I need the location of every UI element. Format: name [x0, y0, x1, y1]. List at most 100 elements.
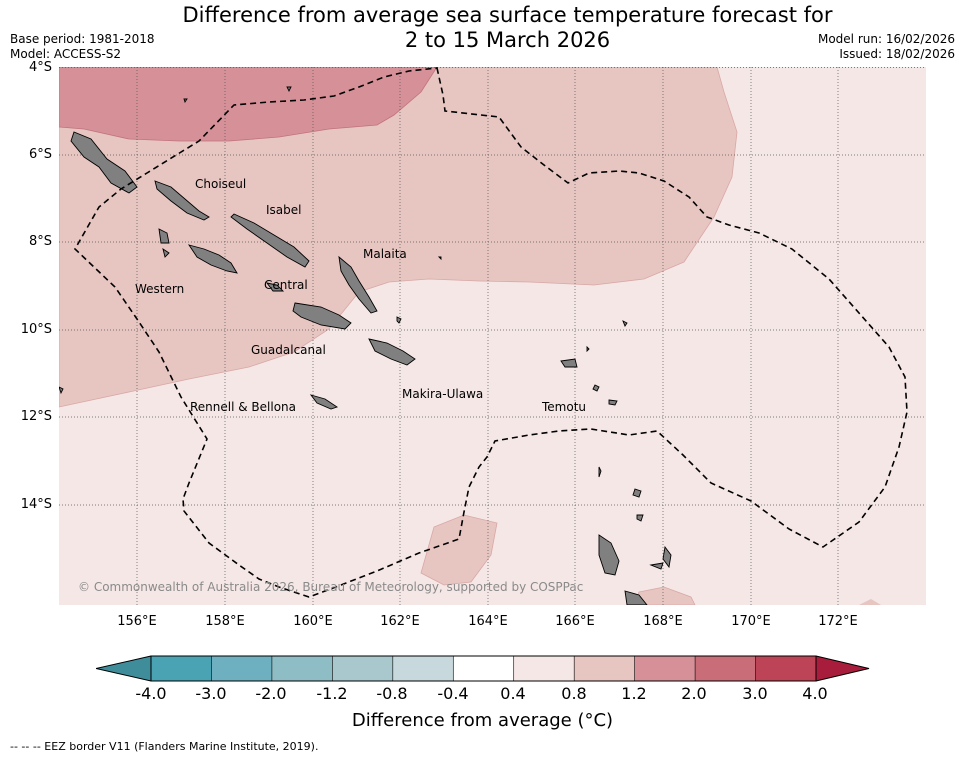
colorbar-segment	[453, 656, 515, 681]
island-ranongga	[162, 247, 170, 258]
island-north-small2	[183, 98, 188, 104]
lon-label-166e: 166°E	[555, 614, 595, 629]
island-west-edge	[59, 386, 64, 395]
island-choiseul	[154, 180, 210, 221]
island-malaita	[338, 255, 378, 314]
map-svg	[59, 67, 926, 605]
colorbar-segment	[332, 656, 394, 681]
model-name: Model: ACCESS-S2	[10, 47, 122, 61]
colorbar-tick: 1.2	[621, 684, 647, 703]
lon-label-172e: 172°E	[818, 614, 858, 629]
island-new-georgia	[187, 244, 238, 274]
island-temotu-small	[586, 345, 590, 353]
island-vanua-lava	[636, 514, 644, 522]
province-label-choiseul: Choiseul	[195, 177, 247, 191]
colorbar-arrows	[96, 655, 870, 682]
island-gaua	[632, 488, 642, 498]
province-label-isabel: Isabel	[266, 203, 302, 217]
colorbar-title: Difference from average (°C)	[351, 710, 614, 731]
colorbar-tick: -2.0	[255, 684, 287, 703]
eez-legend: -- -- -- EEZ border V11 (Flanders Marine…	[10, 740, 319, 753]
colorbar-tick: -4.0	[135, 684, 167, 703]
colorbar-segment	[695, 656, 757, 681]
colorbar-tick: 4.0	[802, 684, 828, 703]
lon-label-156e: 156°E	[117, 614, 157, 629]
colorbar-tick: -1.2	[316, 684, 348, 703]
colorbar-tick: 2.0	[681, 684, 707, 703]
anomaly-zone-far-se	[859, 599, 881, 605]
colorbar-tick: -0.4	[437, 684, 469, 703]
lon-label-160e: 160°E	[293, 614, 333, 629]
island-makira	[368, 338, 416, 366]
lat-label-6s: 6°S	[28, 147, 52, 162]
lon-label-162e: 162°E	[380, 614, 420, 629]
colorbar-segment	[211, 656, 273, 681]
province-label-malaita: Malaita	[363, 247, 407, 261]
colorbar-segments	[96, 656, 869, 681]
colorbar-segment	[151, 656, 212, 681]
title-line-2: 2 to 15 March 2026	[404, 28, 611, 52]
anomaly-zone-1.2-2.0	[59, 67, 438, 142]
colorbar-segment	[755, 656, 817, 681]
colorbar-segment	[634, 656, 696, 681]
island-malakula	[624, 590, 648, 605]
island-ambae	[649, 562, 664, 570]
island-rennell	[309, 394, 339, 410]
colorbar	[96, 655, 870, 682]
colorbar-tick: -3.0	[195, 684, 227, 703]
colorbar-frame	[150, 655, 817, 682]
island-espiritu	[598, 534, 620, 576]
colorbar-segment	[392, 656, 454, 681]
province-label-guadalcanal: Guadalcanal	[251, 343, 326, 357]
colorbar-tick: 0.8	[561, 684, 587, 703]
island-ndeni	[560, 358, 578, 368]
island-florida	[265, 282, 285, 292]
colorbar-tick: 3.0	[742, 684, 768, 703]
lon-label-164e: 164°E	[468, 614, 508, 629]
lat-label-12s: 12°S	[20, 409, 52, 424]
map-title: Difference from average sea surface temp…	[150, 3, 865, 53]
colorbar-segment	[574, 656, 636, 681]
lon-label-168e: 168°E	[643, 614, 683, 629]
island-santa-cruz-islet	[622, 320, 628, 327]
province-label-western: Western	[135, 282, 185, 296]
eez-border	[73, 67, 908, 598]
colorbar-segment	[271, 656, 333, 681]
island-guadalcanal	[292, 302, 352, 330]
island-pentecost	[662, 545, 672, 569]
island-ontong	[437, 256, 442, 261]
title-line-1: Difference from average sea surface temp…	[182, 3, 833, 27]
land-masses	[59, 86, 672, 605]
island-sikaiana	[396, 316, 402, 324]
island-bougainville	[70, 131, 138, 194]
province-label-makira-ulawa: Makira-Ulawa	[402, 387, 484, 401]
colorbar-tick: -0.8	[376, 684, 408, 703]
colorbar-arrow-low	[96, 656, 151, 681]
lat-label-10s: 10°S	[20, 322, 52, 337]
island-utupua	[592, 384, 600, 392]
issued-date: Issued: 18/02/2026	[839, 47, 955, 61]
colorbar-segment	[513, 656, 575, 681]
island-torres	[598, 466, 602, 478]
lon-label-170e: 170°E	[731, 614, 771, 629]
lon-label-158e: 158°E	[205, 614, 245, 629]
copyright-notice: © Commonwealth of Australia 2026, Bureau…	[78, 580, 584, 594]
island-isabel	[230, 213, 310, 268]
island-north-small	[286, 86, 292, 93]
lat-label-8s: 8°S	[28, 234, 52, 249]
base-period: Base period: 1981-2018	[10, 32, 155, 46]
colorbar-tick: 0.4	[500, 684, 526, 703]
province-label-temotu: Temotu	[542, 400, 587, 414]
province-label-rennell-bellona: Rennell & Bellona	[190, 400, 297, 414]
lat-label-4s: 4°S	[28, 60, 52, 75]
model-run: Model run: 16/02/2026	[817, 32, 955, 46]
anomaly-zone-south	[420, 514, 498, 586]
province-label-central: Central	[264, 278, 308, 292]
meta-right: Model run: 16/02/2026 Issued: 18/02/2026	[818, 32, 955, 62]
map-panel	[59, 67, 926, 605]
lat-label-14s: 14°S	[20, 497, 52, 512]
colorbar-arrow-high	[816, 656, 869, 681]
graticule	[59, 67, 926, 605]
anomaly-zone-0.8-1.2	[59, 67, 738, 408]
meta-left: Base period: 1981-2018 Model: ACCESS-S2	[10, 32, 155, 62]
